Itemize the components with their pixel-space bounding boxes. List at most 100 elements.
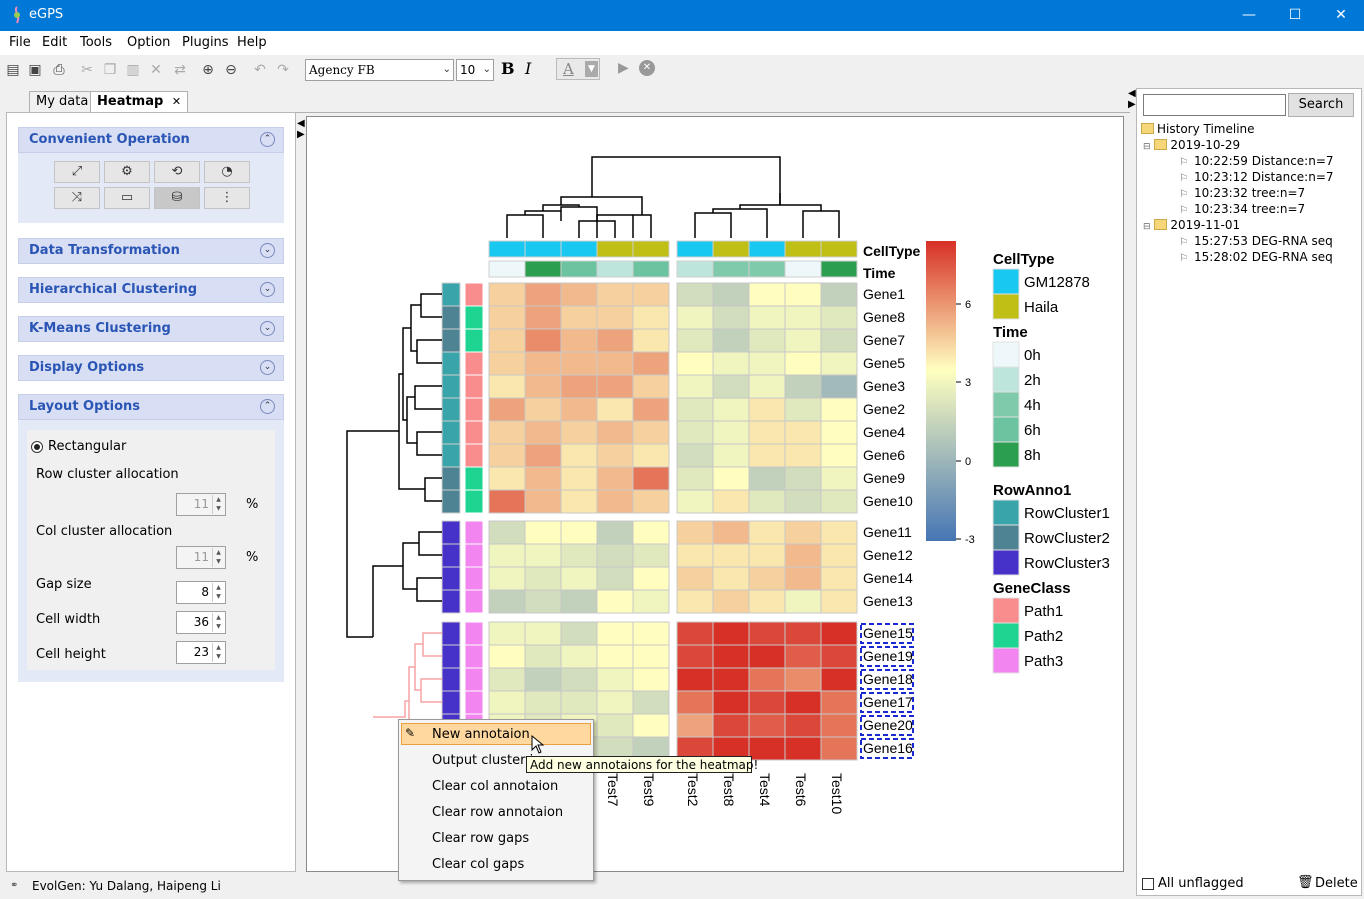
layout-icon[interactable]: ⋮ (204, 187, 250, 209)
section-data-transformation[interactable]: Data Transformation ⌄ (18, 238, 284, 264)
spinner-arrows-icon[interactable]: ▲ ▼ (212, 643, 224, 662)
chevron-down-icon[interactable]: ⌄ (260, 243, 275, 258)
collapse-right-icon[interactable]: ◀ ▶ (1128, 88, 1136, 110)
tree-root[interactable]: History Timeline (1141, 122, 1359, 138)
tree-date-node[interactable]: ⊟ 2019-10-29 (1141, 138, 1359, 154)
heatmap-cell (632, 282, 670, 307)
history-entry-icon: ⚐ (1179, 253, 1188, 264)
settings-icon[interactable]: ⚙ (104, 161, 150, 183)
replay-icon[interactable]: ◔ (204, 161, 250, 183)
tab-my-data[interactable]: My data (29, 91, 96, 112)
gap-size-spinner[interactable]: 8 ▲ ▼ (176, 581, 226, 604)
col-cluster-value: 11 (193, 550, 209, 564)
row-cluster-spinner[interactable]: 11 ▲ ▼ (176, 493, 226, 516)
spinner-arrows-icon[interactable]: ▲ ▼ (212, 548, 224, 567)
menu-item-clear-row-gaps[interactable]: Clear row gaps (432, 831, 530, 846)
font-size-select[interactable]: 10 ⌄ (456, 59, 494, 81)
section-display-options[interactable]: Display Options ⌄ (18, 355, 284, 381)
legend-swatch (992, 366, 1020, 393)
collapse-left-icon[interactable]: ◀ ▶ (297, 118, 305, 140)
section-hierarchical-clustering[interactable]: Hierarchical Clustering ⌄ (18, 277, 284, 303)
trash-icon[interactable]: 🗑 (1297, 875, 1314, 890)
row-anno1-cell (441, 667, 461, 692)
save-icon[interactable]: ▣ (28, 62, 42, 78)
chevron-up-icon[interactable]: ⌃ (260, 399, 275, 414)
menu-item-clear-col-gaps[interactable]: Clear col gaps (432, 857, 525, 872)
cell-height-spinner[interactable]: 23 ▲ ▼ (176, 641, 226, 664)
col-cluster-spinner[interactable]: 11 ▲ ▼ (176, 546, 226, 569)
row-cluster-value: 11 (193, 497, 209, 511)
gene-class-cell (464, 667, 484, 692)
heatmap-cell (712, 374, 750, 399)
chevron-up-icon[interactable]: ⌃ (260, 132, 275, 147)
paste-icon[interactable]: ▥ (126, 62, 140, 78)
flag-checkbox[interactable] (1142, 878, 1154, 890)
collapse-node-icon[interactable]: ⊟ (1143, 222, 1151, 232)
redo-icon[interactable]: ↷ (277, 62, 289, 78)
menu-edit[interactable]: Edit (42, 35, 68, 50)
spinner-arrows-icon[interactable]: ▲ ▼ (212, 583, 224, 602)
database-add-icon[interactable]: ⛁ (154, 187, 200, 209)
delete-button[interactable]: Delete (1315, 876, 1358, 891)
maximize-button[interactable]: ☐ (1288, 7, 1302, 23)
zoom-out-icon[interactable]: ⊖ (225, 62, 237, 78)
replace-icon[interactable]: ⇄ (174, 62, 186, 78)
tree-history-item[interactable]: ⚐ 10:23:32 tree:n=7 (1141, 186, 1359, 202)
close-tab-icon[interactable]: ✕ (171, 95, 182, 108)
print-icon[interactable]: ⎙ (53, 62, 65, 78)
celltype-annotation-cell (488, 240, 526, 258)
tab-heatmap[interactable]: Heatmap ✕ (90, 91, 189, 112)
delete-icon[interactable]: ✕ (150, 62, 162, 78)
copy-icon[interactable]: ❐ (103, 62, 117, 78)
search-button[interactable]: Search (1288, 93, 1354, 117)
chevron-down-icon[interactable]: ⌄ (260, 360, 275, 375)
tree-history-item[interactable]: ⚐ 10:23:12 Distance:n=7 (1141, 170, 1359, 186)
menu-item-clear-col-annotation[interactable]: Clear col annotaion (432, 779, 559, 794)
chevron-down-icon[interactable]: ⌄ (260, 321, 275, 336)
fit-screen-icon[interactable]: ⤢ (54, 161, 100, 183)
minimize-button[interactable]: — (1242, 7, 1256, 23)
rotate-icon[interactable]: ⟲ (154, 161, 200, 183)
heatmap-cell (632, 397, 670, 422)
tree-history-item[interactable]: ⚐ 10:23:34 tree:n=7 (1141, 202, 1359, 218)
menu-item-clear-row-annotation[interactable]: Clear row annotaion (432, 805, 564, 820)
zoom-in-icon[interactable]: ⊕ (202, 62, 214, 78)
menu-plugins[interactable]: Plugins (182, 35, 229, 50)
shuffle-icon[interactable]: ⤨ (54, 187, 100, 209)
font-color-button[interactable]: A ▼ (556, 58, 600, 80)
legend-swatch (992, 597, 1020, 624)
rectangular-radio[interactable] (31, 441, 43, 453)
menu-item-output-cluster[interactable]: Output cluster in (432, 753, 542, 768)
tree-history-item[interactable]: ⚐ 15:28:02 DEG-RNA seq (1141, 250, 1359, 266)
menu-option[interactable]: Option (127, 35, 171, 50)
section-kmeans-clustering[interactable]: K-Means Clustering ⌄ (18, 316, 284, 342)
history-search-input[interactable] (1143, 94, 1286, 116)
tree-date-node[interactable]: ⊟ 2019-11-01 (1141, 218, 1359, 234)
play-icon[interactable]: ▶ (618, 60, 629, 76)
italic-button[interactable]: I (525, 59, 532, 78)
spinner-arrows-icon[interactable]: ▲ ▼ (212, 495, 224, 514)
menu-tools[interactable]: Tools (80, 35, 113, 50)
open-icon[interactable]: ▤ (6, 62, 20, 78)
tree-history-item[interactable]: ⚐ 10:22:59 Distance:n=7 (1141, 154, 1359, 170)
heatmap-cell (712, 644, 750, 669)
section-convenient-operation[interactable]: Convenient Operation ⌃ (18, 127, 284, 153)
font-family-select[interactable]: Agency FB ⌄ (305, 59, 454, 81)
stop-icon[interactable]: ✕ (639, 60, 655, 76)
cut-icon[interactable]: ✂ (81, 62, 93, 78)
chevron-down-icon[interactable]: ⌄ (260, 282, 275, 297)
menu-help[interactable]: Help (237, 35, 267, 50)
undo-icon[interactable]: ↶ (254, 62, 266, 78)
export-icon[interactable]: ▭ (104, 187, 150, 209)
menu-item-new-annotation[interactable]: New annotaion (432, 727, 530, 742)
heatmap-cell (820, 489, 858, 514)
bold-button[interactable]: B (501, 59, 515, 78)
spinner-arrows-icon[interactable]: ▲ ▼ (212, 613, 224, 632)
close-button[interactable]: ✕ (1335, 7, 1347, 23)
row-dendrogram-branch (410, 304, 421, 352)
section-layout-options[interactable]: Layout Options ⌃ (18, 394, 284, 420)
cell-width-spinner[interactable]: 36 ▲ ▼ (176, 611, 226, 634)
menu-file[interactable]: File (9, 35, 31, 50)
tree-history-item[interactable]: ⚐ 15:27:53 DEG-RNA seq (1141, 234, 1359, 250)
collapse-node-icon[interactable]: ⊟ (1143, 142, 1151, 152)
